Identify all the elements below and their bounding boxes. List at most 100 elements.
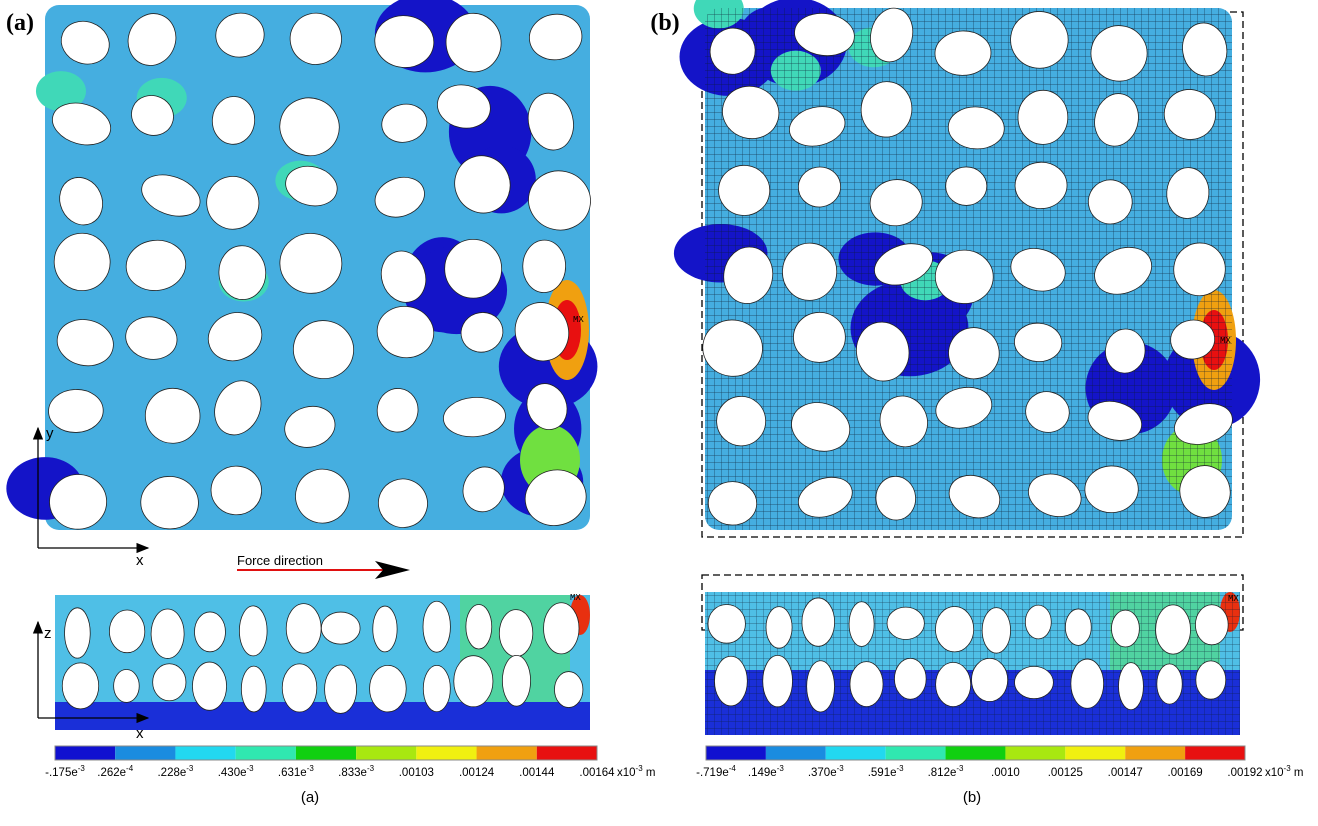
label-sup: -3 xyxy=(956,764,964,773)
label-text: .00124 xyxy=(459,767,495,779)
pore xyxy=(1174,403,1233,445)
label-text: .262e xyxy=(97,767,126,779)
label-text: .591e xyxy=(868,767,897,779)
max-label: MX xyxy=(570,593,581,603)
pore xyxy=(935,661,972,708)
pore xyxy=(1195,660,1227,700)
colorbar-segment xyxy=(825,746,886,760)
pore xyxy=(1195,604,1229,646)
pore xyxy=(378,478,428,528)
pore xyxy=(59,177,104,226)
pore xyxy=(144,387,201,444)
pore xyxy=(947,106,1005,150)
pore xyxy=(1094,93,1139,147)
colorbar-label: .370e-3 xyxy=(808,764,844,779)
pore xyxy=(285,165,338,207)
pore xyxy=(125,316,178,360)
pore xyxy=(714,655,748,707)
colorbar-label: .0010 xyxy=(991,767,1020,779)
pore xyxy=(765,606,793,649)
pore xyxy=(801,597,835,647)
colorbar-label: .00124 xyxy=(459,767,495,779)
label-text: .812e xyxy=(928,767,957,779)
label-sup: -3 xyxy=(246,764,254,773)
max-label: MX xyxy=(573,315,584,325)
pore xyxy=(422,664,451,713)
label-sup: -3 xyxy=(1284,764,1292,773)
force-label: Force direction xyxy=(237,553,323,568)
pore xyxy=(443,396,506,438)
label-sup: -4 xyxy=(126,764,134,773)
axis-label: x xyxy=(136,725,144,742)
label-text: .430e xyxy=(218,767,247,779)
pore xyxy=(238,605,268,657)
pore xyxy=(1118,662,1144,711)
colorbar-label: -.719e-4 xyxy=(696,764,736,779)
pore xyxy=(1173,242,1226,297)
pore xyxy=(125,239,187,291)
pore xyxy=(874,243,933,286)
label-sup: -3 xyxy=(186,764,194,773)
pore xyxy=(722,85,780,140)
pore xyxy=(498,609,534,658)
colorbar-label: .00144 xyxy=(519,767,555,779)
colorbar-segment xyxy=(1065,746,1126,760)
pore xyxy=(1163,89,1216,140)
pore xyxy=(522,239,566,293)
pore xyxy=(971,657,1009,702)
pore xyxy=(797,166,842,208)
pore xyxy=(374,15,435,68)
label-text: .0010 xyxy=(991,767,1020,779)
pore xyxy=(1179,465,1231,518)
colorbar-label: .00147 xyxy=(1108,767,1143,779)
colorbar-label: .00164 xyxy=(579,767,615,779)
pore xyxy=(1010,11,1069,69)
pore xyxy=(372,605,398,653)
pore xyxy=(465,604,493,650)
pore xyxy=(524,469,587,526)
label-text: .370e xyxy=(808,767,837,779)
pore xyxy=(794,13,855,57)
label-sup: -3 xyxy=(837,764,845,773)
colorbar-segment xyxy=(476,746,537,760)
label-text: .228e xyxy=(157,767,186,779)
pore xyxy=(218,245,267,300)
pore xyxy=(875,475,917,521)
pore xyxy=(894,658,927,700)
pore xyxy=(1087,179,1133,225)
pore xyxy=(793,311,846,363)
colorbar-label: .00103 xyxy=(399,767,434,779)
pore xyxy=(127,13,177,66)
pore xyxy=(1111,609,1140,648)
colorbar-segment xyxy=(175,746,236,760)
colorbar-segment xyxy=(115,746,176,760)
pore xyxy=(869,179,923,227)
pore xyxy=(1014,666,1054,700)
pore xyxy=(284,405,336,448)
label-text: .00147 xyxy=(1108,767,1143,779)
pore xyxy=(381,103,428,143)
pore xyxy=(462,466,505,513)
pore xyxy=(1028,473,1082,517)
colorbar-label: .00169 xyxy=(1168,767,1203,779)
label-sup: -4 xyxy=(729,764,737,773)
pore xyxy=(934,249,994,304)
colorbar-label: x10-3 m xyxy=(617,764,655,779)
pore xyxy=(529,13,583,61)
pore xyxy=(445,12,502,73)
colorbar-label: .812e-3 xyxy=(928,764,964,779)
foam-side xyxy=(705,592,1240,735)
pore xyxy=(1182,22,1228,77)
pore xyxy=(791,402,851,452)
colorbar-segment xyxy=(536,746,597,760)
pore xyxy=(454,155,511,214)
colorbar-segment xyxy=(55,746,116,760)
pore xyxy=(289,12,342,65)
pore xyxy=(1105,328,1146,374)
colorbar-segment xyxy=(706,746,766,760)
pore xyxy=(422,600,451,653)
pore xyxy=(886,606,925,640)
label-after: m xyxy=(643,767,656,779)
pore xyxy=(849,661,884,708)
pore xyxy=(324,664,357,714)
